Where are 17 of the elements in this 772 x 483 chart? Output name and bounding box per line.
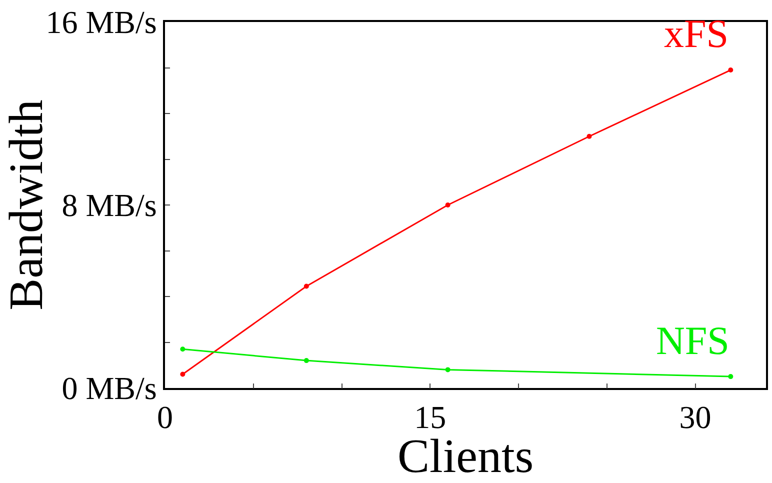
series-label: xFS [664,11,728,56]
point [304,284,309,289]
point [728,374,734,380]
x-tick-label: 30 [679,399,712,436]
x-tick-label: 0 [157,399,173,436]
point [180,372,186,377]
y-tick-label: 8 MB/s [62,187,157,224]
point [586,134,592,139]
y-axis-title: Bandwidth [0,100,53,310]
y-tick-label: 16 MB/s [46,4,157,40]
point [445,202,450,208]
point [445,367,450,372]
point [728,68,734,73]
point [304,358,309,364]
series-label: NFS [656,318,730,363]
y-tick-label: 0 MB/s [62,370,157,406]
point [180,346,186,352]
